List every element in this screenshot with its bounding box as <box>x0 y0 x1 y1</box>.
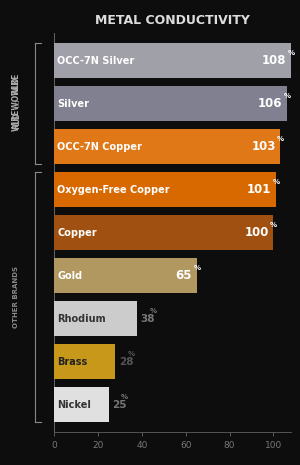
Text: ⓦ: ⓦ <box>14 100 19 107</box>
Bar <box>54 173 276 207</box>
Text: 101: 101 <box>247 183 271 196</box>
Text: 103: 103 <box>251 140 276 153</box>
Text: OTHER BRANDS: OTHER BRANDS <box>14 266 20 328</box>
Text: 25: 25 <box>112 399 127 410</box>
Text: %: % <box>270 222 277 228</box>
Text: Oxygen-Free Copper: Oxygen-Free Copper <box>57 185 170 194</box>
Bar <box>54 387 109 422</box>
Text: WIRE: WIRE <box>12 73 21 95</box>
Text: %: % <box>193 265 200 271</box>
Text: OCC-7N Copper: OCC-7N Copper <box>57 141 142 152</box>
Text: 38: 38 <box>141 313 155 324</box>
Text: %: % <box>149 308 157 314</box>
Bar <box>54 129 280 164</box>
Text: Rhodium: Rhodium <box>57 313 106 324</box>
Text: %: % <box>128 351 135 357</box>
Text: RLD: RLD <box>12 112 21 129</box>
Text: %: % <box>288 50 295 56</box>
Text: Copper: Copper <box>57 227 97 238</box>
Text: WIREWORLD: WIREWORLD <box>12 76 21 131</box>
Bar <box>54 301 137 336</box>
Text: 106: 106 <box>258 97 282 110</box>
Text: %: % <box>121 394 128 400</box>
Text: Gold: Gold <box>57 271 83 280</box>
Bar <box>54 86 286 121</box>
Text: Brass: Brass <box>57 357 88 366</box>
Title: METAL CONDUCTIVITY: METAL CONDUCTIVITY <box>95 14 250 27</box>
Text: 108: 108 <box>262 54 286 67</box>
Bar <box>54 258 196 292</box>
Text: OCC-7N Silver: OCC-7N Silver <box>57 55 134 66</box>
Text: %: % <box>272 179 280 185</box>
Text: Nickel: Nickel <box>57 399 91 410</box>
Text: Silver: Silver <box>57 99 89 108</box>
Text: 65: 65 <box>176 269 192 282</box>
Text: %: % <box>277 136 284 142</box>
Text: 100: 100 <box>245 226 269 239</box>
Text: 28: 28 <box>119 357 133 366</box>
Bar <box>54 344 116 379</box>
Bar <box>54 43 291 78</box>
Bar <box>54 215 273 250</box>
Text: %: % <box>283 93 290 99</box>
